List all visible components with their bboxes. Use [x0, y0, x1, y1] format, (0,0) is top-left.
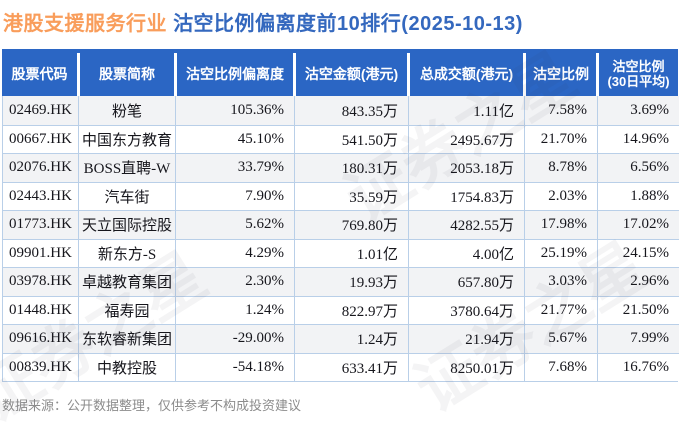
turnover-cell: 1754.83万: [408, 181, 524, 210]
stock-name-cell: 东软睿新集团: [78, 324, 175, 353]
stock-code-cell: 02443.HK: [3, 181, 78, 210]
turnover-cell: 4282.55万: [408, 210, 524, 239]
turnover-cell: 1.11亿: [408, 96, 524, 125]
stock-code-cell: 09616.HK: [3, 324, 78, 353]
stock-code-cell: 01448.HK: [3, 295, 78, 324]
short-ratio-cell: 7.58%: [524, 96, 597, 125]
short-ratio-cell: 2.03%: [524, 181, 597, 210]
column-header-deviation: 沽空比例偏离度: [174, 53, 293, 96]
short-amount-cell: 35.59万: [294, 181, 408, 210]
stock-name-cell: 汽车街: [78, 181, 175, 210]
short-ratio-cell: 7.68%: [524, 352, 597, 381]
column-header-turnover: 总成交额(港元): [407, 53, 523, 96]
table-row: 09901.HK 新东方-S 4.29% 1.01亿 4.00亿 25.19% …: [3, 238, 679, 267]
stock-name-cell: 天立国际控股: [78, 210, 175, 239]
stock-code-cell: 00667.HK: [3, 124, 78, 153]
short-amount-cell: 19.93万: [294, 267, 408, 296]
column-header-short-ratio-30d: 沽空比例 (30日平均): [596, 53, 678, 96]
deviation-cell: -54.18%: [175, 352, 294, 381]
turnover-cell: 4.00亿: [408, 238, 524, 267]
short-ratio-cell: 17.98%: [524, 210, 597, 239]
short-ratio-30d-cell: 14.96%: [597, 124, 679, 153]
stock-name-cell: 福寿园: [78, 295, 175, 324]
short-ratio-cell: 3.03%: [524, 267, 597, 296]
short-ratio-30d-cell: 1.88%: [597, 181, 679, 210]
stock-code-cell: 03978.HK: [3, 267, 78, 296]
turnover-cell: 2053.18万: [408, 153, 524, 182]
turnover-cell: 657.80万: [408, 267, 524, 296]
table-row: 09616.HK 东软睿新集团 -29.00% 1.24万 21.94万 5.6…: [3, 324, 679, 353]
short-ratio-30d-cell: 16.76%: [597, 352, 679, 381]
deviation-cell: 105.36%: [175, 96, 294, 125]
column-header-short-ratio: 沽空比例: [523, 53, 596, 96]
table-row: 01448.HK 福寿园 1.24% 822.97万 3780.64万 21.7…: [3, 295, 679, 324]
table-header-row: 股票代码 股票简称 沽空比例偏离度 沽空金额(港元) 总成交额(港元) 沽空比例…: [2, 49, 678, 96]
short-amount-cell: 1.24万: [294, 324, 408, 353]
turnover-cell: 3780.64万: [408, 295, 524, 324]
short-ratio-cell: 25.19%: [524, 238, 597, 267]
short-ratio-cell: 21.77%: [524, 295, 597, 324]
stock-code-cell: 01773.HK: [3, 210, 78, 239]
deviation-cell: -29.00%: [175, 324, 294, 353]
deviation-cell: 1.24%: [175, 295, 294, 324]
short-ratio-cell: 21.70%: [524, 124, 597, 153]
table-body: 02469.HK 粉笔 105.36% 843.35万 1.11亿 7.58% …: [2, 96, 679, 382]
data-source-note: 数据来源：公开数据整理，仅供参考不构成投资建议: [2, 398, 302, 413]
table-row: 00667.HK 中国东方教育 45.10% 541.50万 2495.67万 …: [3, 124, 679, 153]
short-amount-cell: 180.31万: [294, 153, 408, 182]
table-row: 02469.HK 粉笔 105.36% 843.35万 1.11亿 7.58% …: [3, 96, 679, 125]
short-amount-cell: 1.01亿: [294, 238, 408, 267]
stock-name-cell: 卓越教育集团: [78, 267, 175, 296]
deviation-cell: 7.90%: [175, 181, 294, 210]
stock-code-cell: 02076.HK: [3, 153, 78, 182]
short-ratio-cell: 5.67%: [524, 324, 597, 353]
stock-name-cell: 中教控股: [78, 352, 175, 381]
table-row: 02443.HK 汽车街 7.90% 35.59万 1754.83万 2.03%…: [3, 181, 679, 210]
column-header-stock-code: 股票代码: [2, 53, 77, 96]
short-ratio-cell: 8.78%: [524, 153, 597, 182]
short-amount-cell: 633.41万: [294, 352, 408, 381]
deviation-cell: 33.79%: [175, 153, 294, 182]
stock-name-cell: BOSS直聘-W: [78, 153, 175, 182]
short-amount-cell: 843.35万: [294, 96, 408, 125]
stock-name-cell: 粉笔: [78, 96, 175, 125]
table-row: 02076.HK BOSS直聘-W 33.79% 180.31万 2053.18…: [3, 153, 679, 182]
table-row: 03978.HK 卓越教育集团 2.30% 19.93万 657.80万 3.0…: [3, 267, 679, 296]
deviation-cell: 4.29%: [175, 238, 294, 267]
column-header-short-ratio-30d-line2: (30日平均): [607, 73, 670, 89]
short-ratio-30d-cell: 2.96%: [597, 267, 679, 296]
title-industry-label: 港股支援服务行业: [3, 13, 167, 35]
short-ratio-30d-cell: 21.50%: [597, 295, 679, 324]
stock-name-cell: 新东方-S: [78, 238, 175, 267]
short-amount-cell: 822.97万: [294, 295, 408, 324]
short-ratio-30d-cell: 6.56%: [597, 153, 679, 182]
column-header-stock-name: 股票简称: [77, 53, 174, 96]
deviation-cell: 2.30%: [175, 267, 294, 296]
turnover-cell: 8250.01万: [408, 352, 524, 381]
short-ratio-30d-cell: 24.15%: [597, 238, 679, 267]
column-header-short-amount: 沽空金额(港元): [293, 53, 407, 96]
short-ratio-30d-cell: 7.99%: [597, 324, 679, 353]
stock-name-cell: 中国东方教育: [78, 124, 175, 153]
short-ratio-30d-cell: 17.02%: [597, 210, 679, 239]
stock-code-cell: 02469.HK: [3, 96, 78, 125]
turnover-cell: 2495.67万: [408, 124, 524, 153]
title-main-label: 沽空比例偏离度前10排行(2025-10-13): [173, 13, 523, 35]
table-row: 01773.HK 天立国际控股 5.62% 769.80万 4282.55万 1…: [3, 210, 679, 239]
deviation-cell: 45.10%: [175, 124, 294, 153]
stock-code-cell: 00839.HK: [3, 352, 78, 381]
short-selling-ranking-table: 股票代码 股票简称 沽空比例偏离度 沽空金额(港元) 总成交额(港元) 沽空比例…: [2, 49, 679, 382]
short-amount-cell: 769.80万: [294, 210, 408, 239]
column-header-short-ratio-30d-line1: 沽空比例: [612, 58, 665, 74]
deviation-cell: 5.62%: [175, 210, 294, 239]
page-title: 港股支援服务行业 沽空比例偏离度前10排行(2025-10-13): [3, 7, 680, 36]
stock-code-cell: 09901.HK: [3, 238, 78, 267]
short-ratio-30d-cell: 3.69%: [597, 96, 679, 125]
turnover-cell: 21.94万: [408, 324, 524, 353]
table-row: 00839.HK 中教控股 -54.18% 633.41万 8250.01万 7…: [3, 352, 679, 381]
short-amount-cell: 541.50万: [294, 124, 408, 153]
